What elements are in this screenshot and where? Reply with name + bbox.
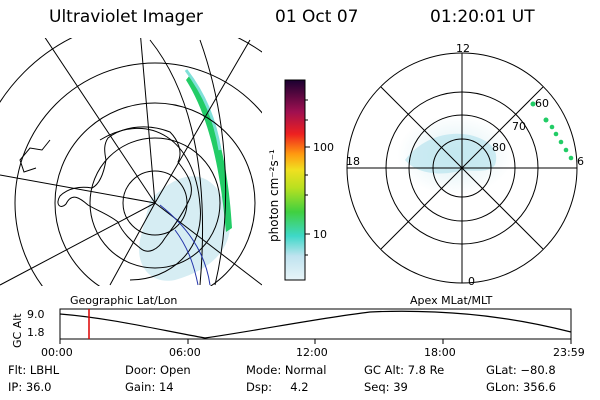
map-lat-circle (122, 170, 188, 236)
polar-panel-label: Apex MLat/MLT (410, 294, 493, 307)
mlt-label-12: 12 (456, 42, 470, 55)
mlt-label-6: 6 (577, 155, 584, 168)
map-meridian (0, 202, 156, 286)
geo-panel-label: Geographic Lat/Lon (70, 294, 178, 307)
altitude-x-tick: 00:00 (41, 346, 73, 359)
map-meridian (140, 38, 156, 204)
status-ip: IP: 36.0 (8, 380, 52, 394)
altitude-x-ticks (59, 339, 572, 344)
map-coastline (57, 126, 192, 252)
altitude-axis-title: GC Alt (11, 313, 24, 348)
mlat-label-80: 80 (492, 141, 506, 154)
mlt-label-0: 0 (468, 275, 475, 288)
mlt-label-18: 18 (346, 155, 360, 168)
status-mode: Mode: Normal (246, 363, 327, 377)
polar-aurora-patch (405, 133, 497, 174)
map-lat-circle (89, 137, 221, 269)
mlat-label-70: 70 (512, 120, 526, 133)
map-meridian (0, 174, 156, 204)
altitude-x-tick: 12:00 (296, 346, 328, 359)
altitude-plot (59, 308, 572, 344)
map-lat-circle (54, 102, 256, 286)
altitude-x-tick: 18:00 (424, 346, 456, 359)
map-mag-curve (99, 127, 201, 281)
map-aurora-arc-edge (184, 69, 222, 151)
map-mag-curve (199, 39, 227, 286)
instrument-title: Ultraviolet Imager (49, 7, 203, 27)
mlat-label-60: 60 (535, 97, 549, 110)
colorbar (284, 79, 306, 281)
altitude-plot-frame (59, 308, 572, 340)
map-meridian (109, 202, 156, 286)
map-lat-circle (14, 62, 262, 286)
map-meridian (154, 39, 251, 204)
polar-diagonal (380, 86, 544, 250)
map-blue-line (159, 204, 211, 286)
altitude-curve (59, 310, 572, 339)
geographic-map (0, 38, 262, 286)
status-door: Door: Open (125, 363, 191, 377)
altitude-x-tick: 23:59 (553, 346, 585, 359)
altitude-x-tick: 06:00 (169, 346, 201, 359)
colorbar-ticks (305, 99, 310, 256)
status-dsp: Dsp: 4.2 (246, 380, 309, 394)
status-glat: GLat: −80.8 (486, 363, 556, 377)
status-filter: Flt: LBHL (8, 363, 60, 377)
polar-plot (346, 52, 578, 284)
status-glon: GLon: 356.6 (486, 380, 556, 394)
map-blue-line (174, 229, 199, 286)
colorbar-tick-100: 100 (313, 141, 334, 154)
map-coastline (19, 139, 51, 173)
status-gain: Gain: 14 (125, 380, 174, 394)
polar-aurora-dots (530, 101, 574, 161)
map-meridian (44, 38, 156, 204)
colorbar-tick-10: 10 (313, 228, 327, 241)
status-gc-alt: GC Alt: 7.8 Re (364, 363, 445, 377)
altitude-y-tick-low: 1.8 (27, 326, 45, 339)
altitude-y-tick-high: 9.0 (27, 308, 45, 321)
date-label: 01 Oct 07 (275, 7, 359, 27)
colorbar-unit-label: photon cm⁻²s⁻¹ (267, 149, 281, 242)
status-seq: Seq: 39 (364, 380, 408, 394)
map-aurora-arc (186, 75, 232, 232)
map-mag-curve (149, 39, 204, 286)
time-label: 01:20:01 UT (430, 7, 535, 27)
